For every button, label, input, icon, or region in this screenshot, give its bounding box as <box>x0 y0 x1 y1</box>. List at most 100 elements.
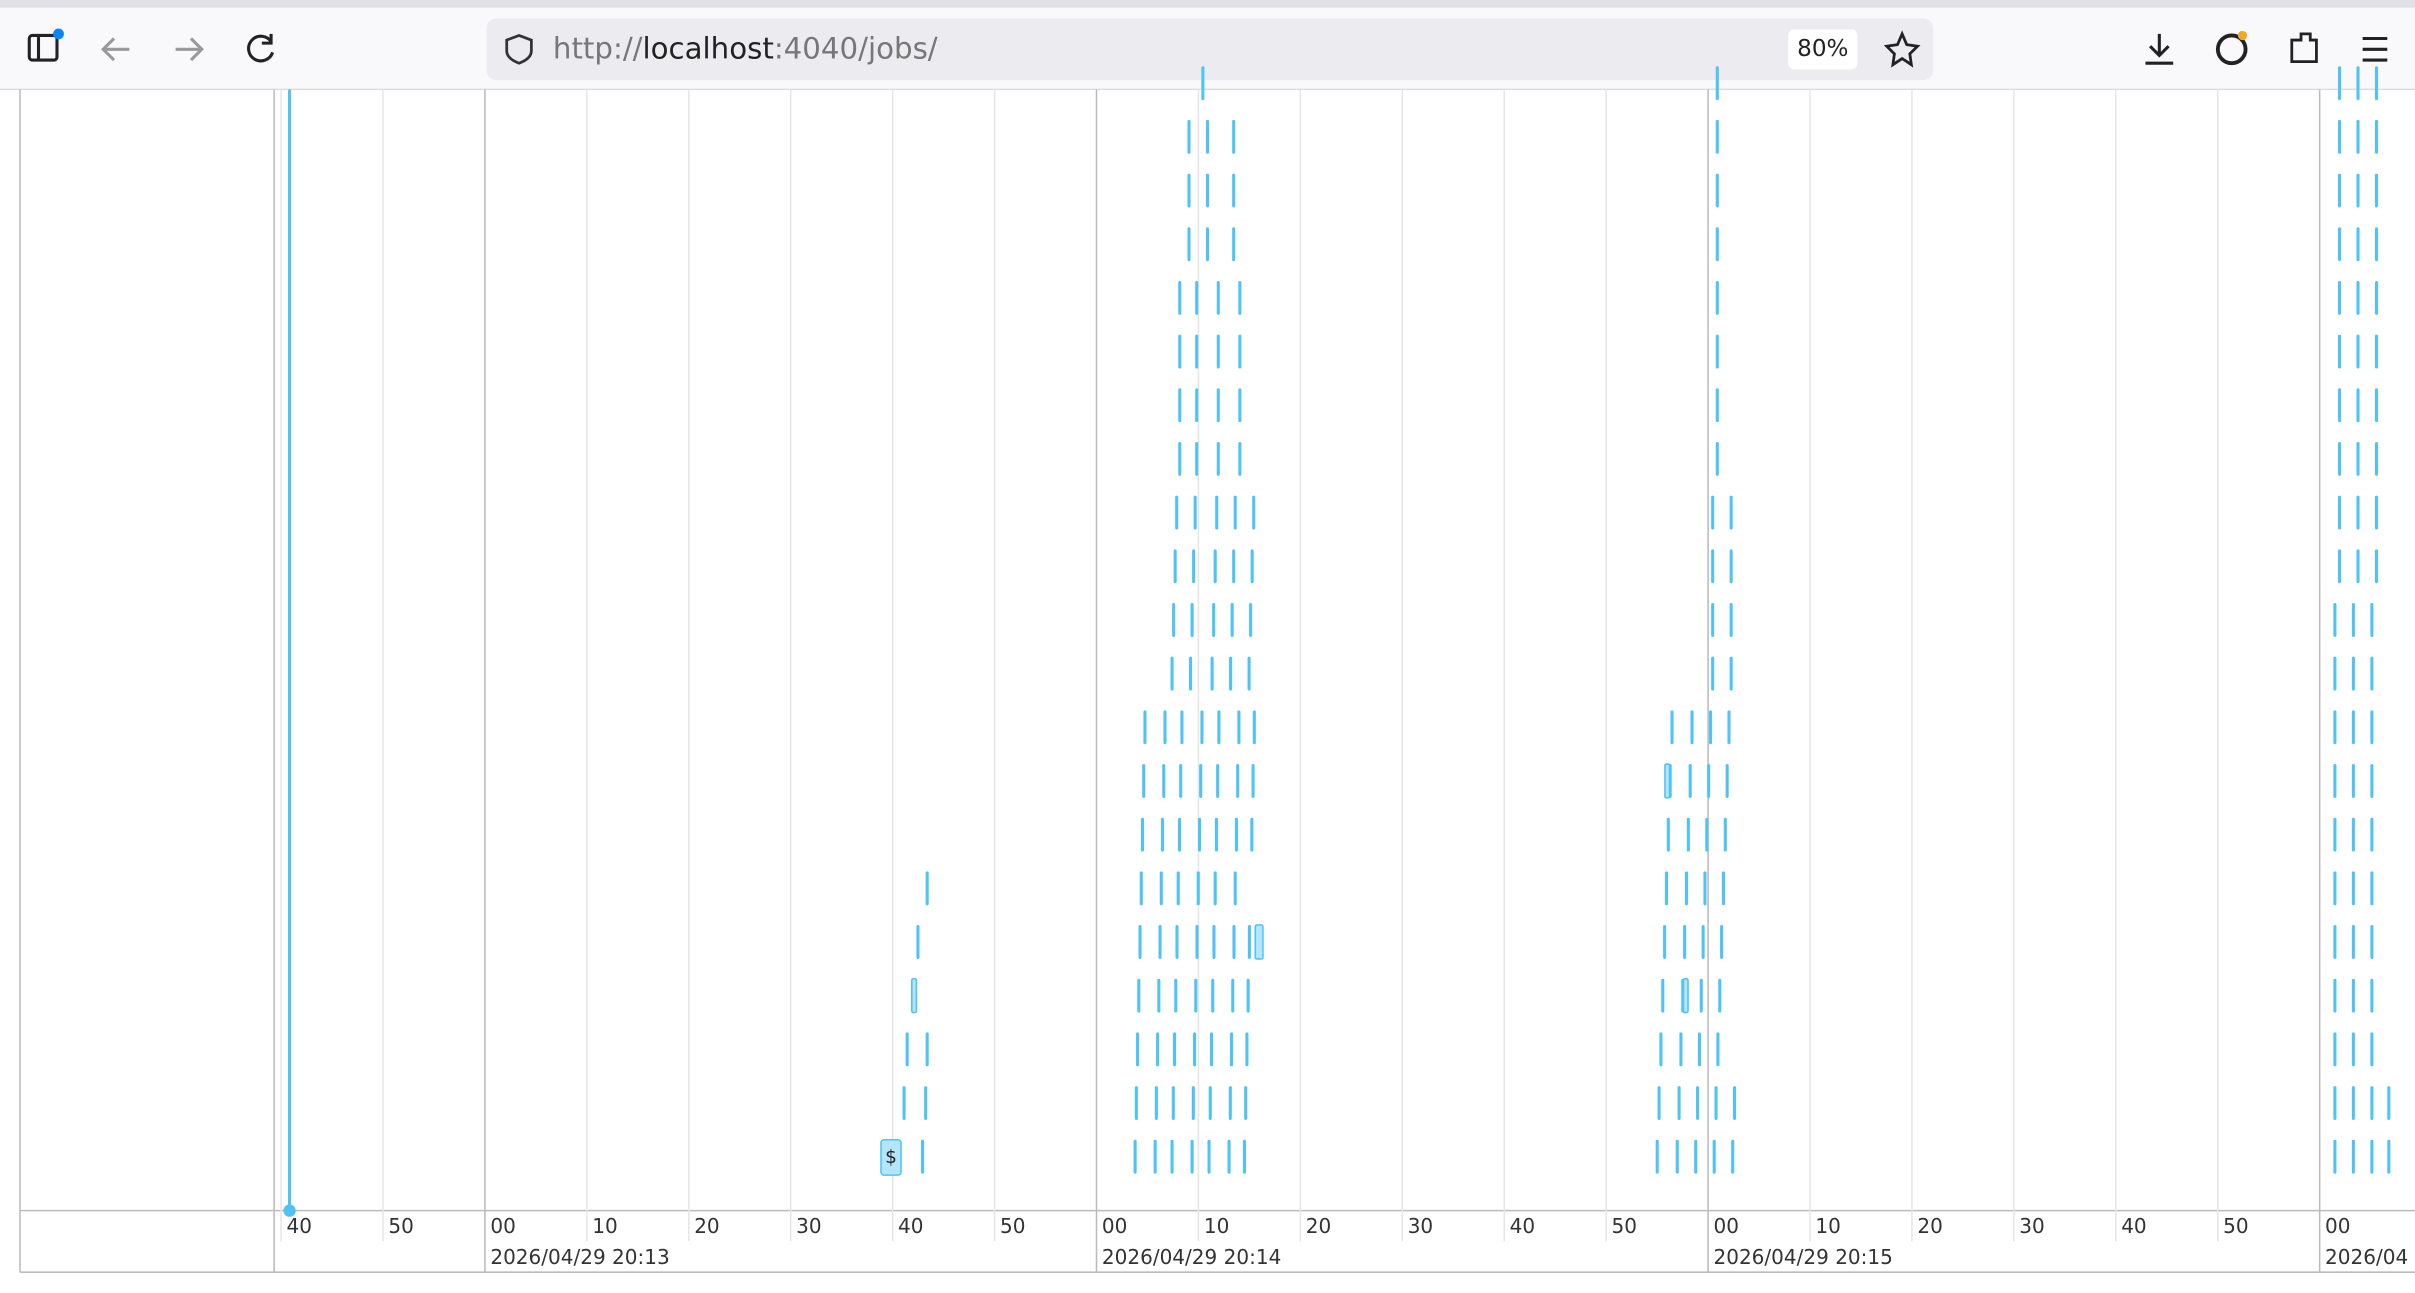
job-bar <box>1715 388 1719 423</box>
job-bar <box>1655 1139 1659 1174</box>
shield-icon[interactable] <box>505 33 533 65</box>
job-bar <box>1138 925 1142 959</box>
job-bar <box>921 1139 925 1174</box>
job-bar <box>911 977 918 1014</box>
job-bar <box>2356 388 2360 423</box>
job-bar <box>1195 925 1199 959</box>
bookmark-star[interactable] <box>1883 30 1921 68</box>
job-box-label: $ <box>885 1147 897 1168</box>
job-bar <box>1252 495 1256 530</box>
job-bar <box>1729 495 1733 530</box>
job-bar <box>916 925 920 959</box>
job-bar <box>1216 334 1220 369</box>
job-bar <box>1232 549 1236 584</box>
job-bar <box>2337 495 2342 530</box>
job-bar <box>2337 119 2342 154</box>
job-bar <box>1711 495 1715 530</box>
job-bar <box>1140 817 1145 852</box>
job-bar <box>1246 978 1250 1013</box>
job-bar <box>2356 549 2360 584</box>
menu-button[interactable] <box>2362 36 2388 62</box>
minor-label: 40 <box>2121 1214 2146 1238</box>
job-bar <box>1205 119 1210 154</box>
job-bar <box>1212 925 1216 959</box>
downloads-button[interactable] <box>2145 33 2174 65</box>
job-bar <box>1227 1139 1231 1174</box>
forward-button[interactable] <box>175 37 204 62</box>
job-bar <box>1725 764 1729 798</box>
job-bar <box>1199 764 1203 798</box>
minor-label: 50 <box>388 1214 413 1238</box>
minor-label: 10 <box>1204 1214 1229 1238</box>
job-bar <box>1675 1139 1679 1174</box>
job-bar <box>2356 441 2360 476</box>
job-bar <box>1216 280 1220 315</box>
job-bar <box>1173 549 1177 584</box>
job-bar <box>1172 602 1176 637</box>
job-bar <box>2337 66 2342 101</box>
job-bar <box>1154 1086 1158 1120</box>
job-bar <box>2351 1139 2355 1174</box>
job-bar <box>1178 388 1182 423</box>
job-bar <box>1233 871 1237 906</box>
extensions-button[interactable] <box>2290 32 2318 64</box>
job-bar <box>2351 978 2355 1013</box>
job-bar <box>1163 710 1167 745</box>
job-bar <box>1195 441 1199 476</box>
job-bar <box>2370 602 2374 637</box>
job-bar <box>2351 871 2355 906</box>
job-bar <box>2374 119 2379 154</box>
job-bar <box>1696 1086 1700 1120</box>
job-bar <box>2374 280 2379 315</box>
job-bar <box>1213 549 1217 584</box>
job-bar <box>2333 1086 2337 1120</box>
job-bar <box>2351 1086 2355 1120</box>
minor-label: 00 <box>1102 1214 1127 1238</box>
job-bar <box>2370 978 2374 1013</box>
job-bar <box>1254 924 1264 960</box>
job-bar <box>1238 334 1242 369</box>
sidebar-button[interactable] <box>27 33 59 62</box>
job-bar <box>2333 1139 2337 1174</box>
job-bar <box>2374 495 2379 530</box>
job-bar <box>1677 1086 1681 1120</box>
job-bar <box>1663 925 1667 959</box>
job-bar <box>1210 656 1214 691</box>
job-bar <box>1701 925 1705 959</box>
job-bar <box>2370 1139 2374 1174</box>
back-button[interactable] <box>101 37 130 62</box>
job-bar <box>2351 656 2355 691</box>
job-bar <box>1178 441 1182 476</box>
minor-label: 00 <box>2325 1214 2350 1238</box>
minor-label: 20 <box>1306 1214 1331 1238</box>
job-bar <box>2333 656 2337 691</box>
job-bar <box>2356 495 2360 530</box>
job-bar <box>2333 978 2337 1013</box>
job-bar <box>1708 710 1713 745</box>
minor-label: 30 <box>796 1214 821 1238</box>
job-bar <box>1659 1032 1663 1067</box>
job-bar <box>2351 925 2355 959</box>
job-bar <box>1159 871 1163 906</box>
job-bar <box>1683 925 1687 959</box>
job-bar <box>2337 388 2342 423</box>
job-bar <box>2356 334 2360 369</box>
job-bar <box>1228 1086 1232 1120</box>
job-bar <box>1193 495 1197 530</box>
job-bar <box>2370 817 2374 852</box>
job-bar <box>2333 764 2337 798</box>
reload-button[interactable] <box>247 33 275 63</box>
job-bar <box>2370 925 2374 959</box>
job-bar <box>1250 817 1254 852</box>
job-bar <box>1139 871 1143 906</box>
zoom-badge[interactable] <box>1788 29 1858 70</box>
job-bar <box>1153 1139 1157 1174</box>
job-bar <box>1247 656 1251 691</box>
url-bar[interactable] <box>486 18 1933 81</box>
job-bar <box>1688 764 1692 798</box>
job-bar <box>1703 871 1707 906</box>
job-bar <box>1205 173 1210 208</box>
account-button[interactable] <box>2215 33 2248 66</box>
job-bar <box>1233 495 1237 530</box>
job-bar <box>2333 1032 2337 1067</box>
